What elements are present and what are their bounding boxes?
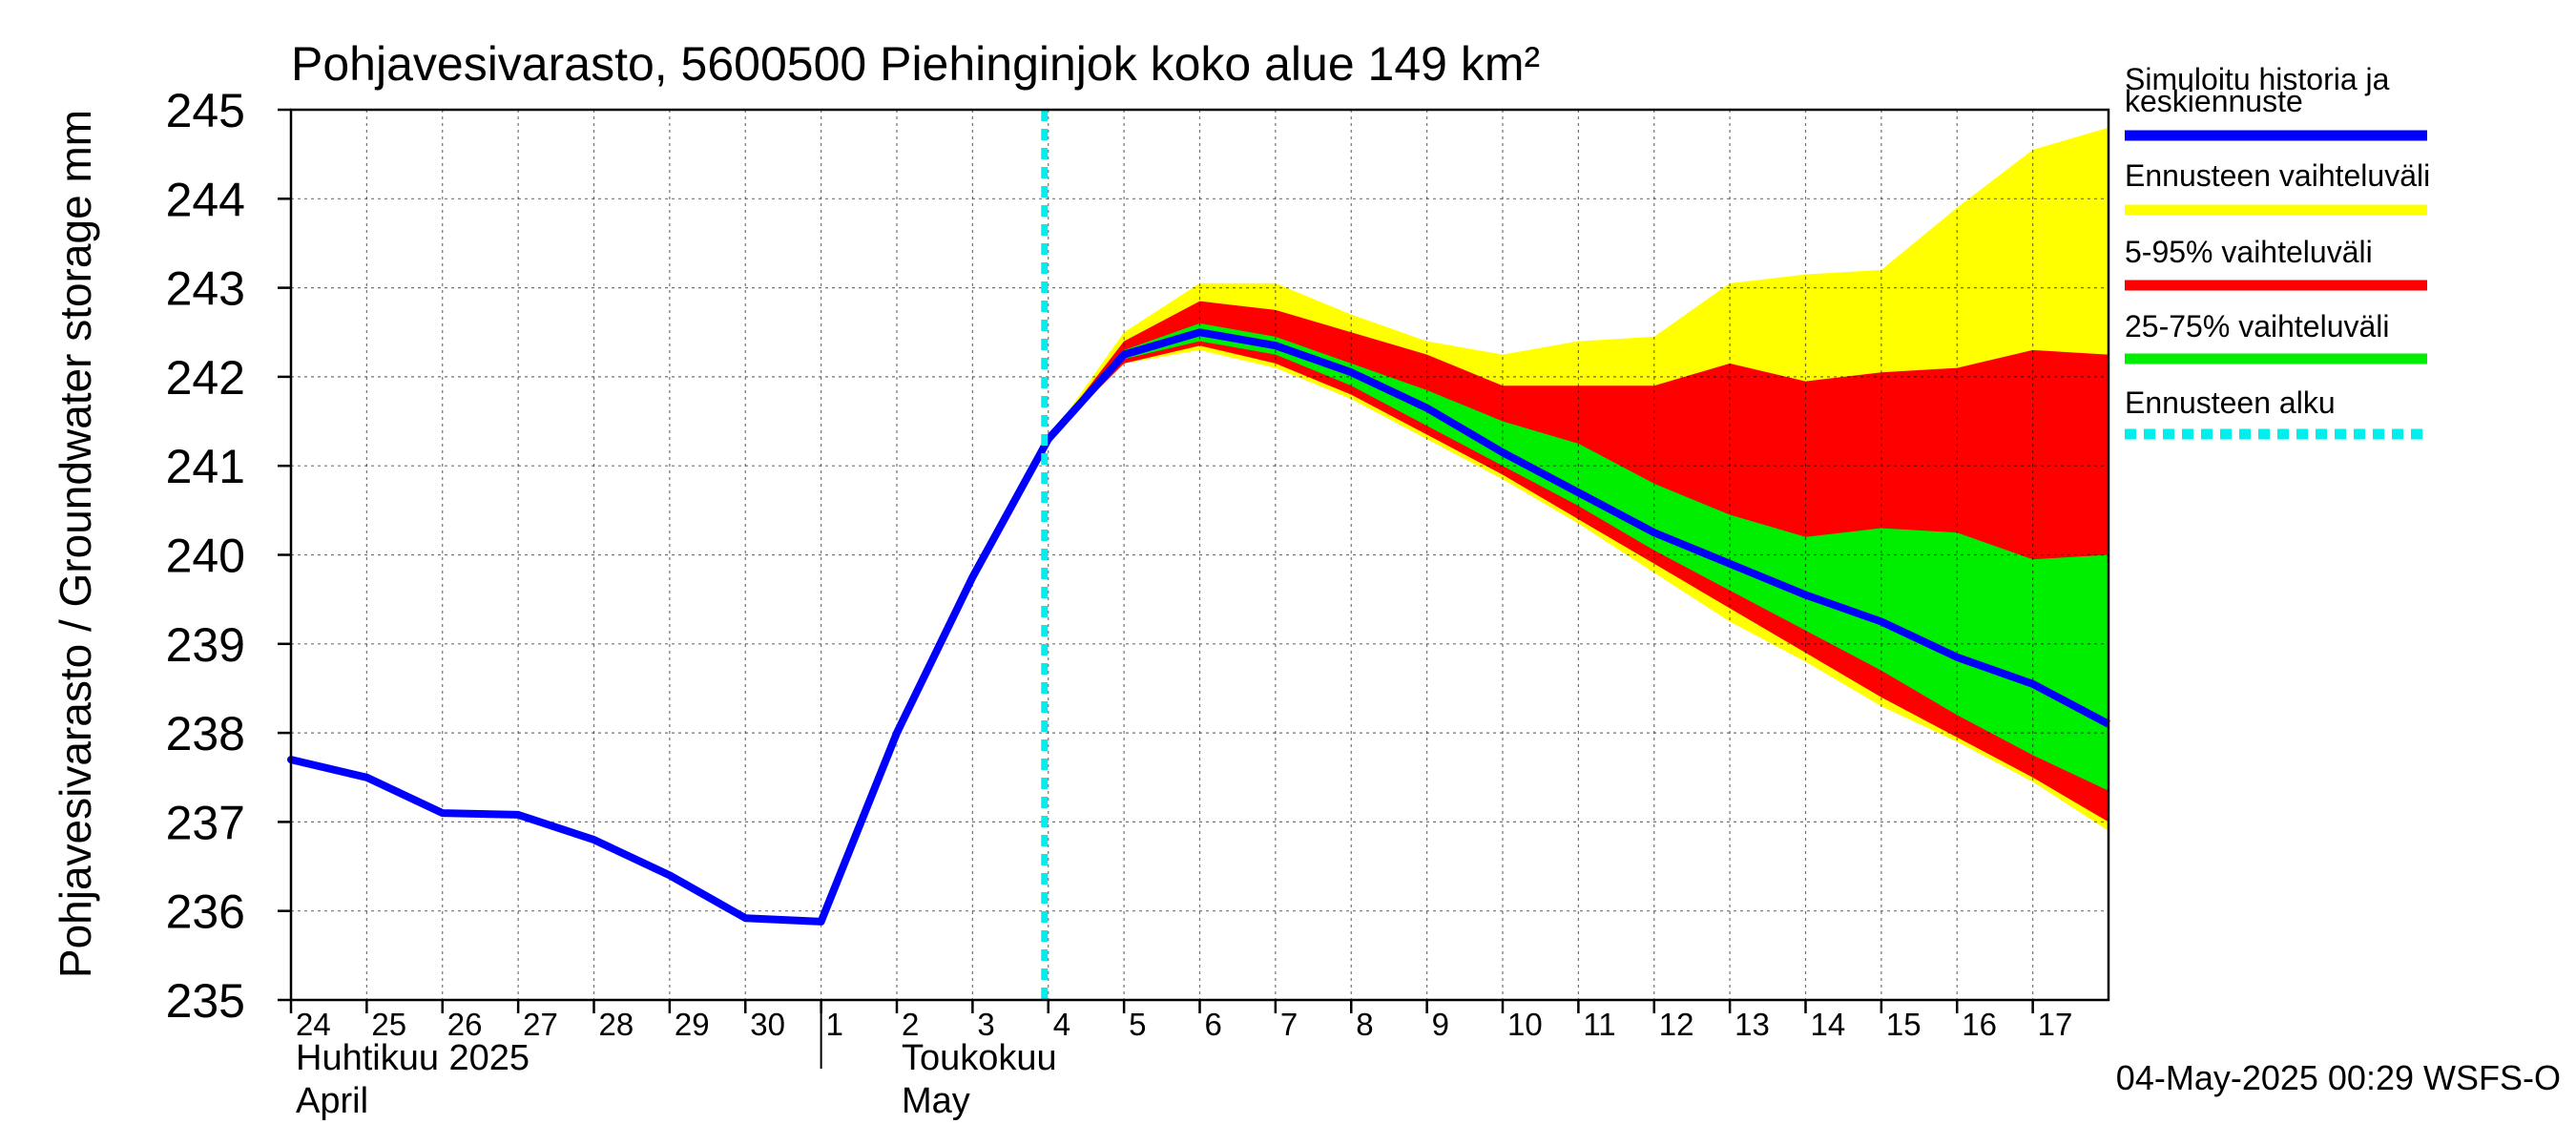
- x-tick-label: 26: [447, 1007, 483, 1042]
- x-tick-label: 25: [371, 1007, 406, 1042]
- history-line: [287, 435, 1052, 926]
- y-axis-label: Pohjavesivarasto / Groundwater storage m…: [51, 110, 100, 978]
- x-tick-label: 4: [1053, 1007, 1070, 1042]
- x-tick-label: 24: [296, 1007, 331, 1042]
- x-tick-label: 27: [523, 1007, 558, 1042]
- y-tick-label: 243: [166, 262, 245, 316]
- legend-label: 25-75% vaihteluväli: [2125, 309, 2390, 344]
- x-tick-label: 3: [977, 1007, 994, 1042]
- x-tick-label: 8: [1356, 1007, 1373, 1042]
- y-tick-label: 237: [166, 796, 245, 849]
- legend-label: 5-95% vaihteluväli: [2125, 235, 2373, 269]
- y-tick-label: 242: [166, 351, 245, 405]
- x-tick-label: 10: [1507, 1007, 1543, 1042]
- x-tick-label: 11: [1583, 1007, 1615, 1042]
- x-tick-label: 9: [1432, 1007, 1449, 1042]
- timestamp-footer: 04-May-2025 00:29 WSFS-O: [2116, 1058, 2561, 1097]
- legend-label: Ennusteen vaihteluväli: [2125, 158, 2430, 193]
- y-tick-label: 235: [166, 974, 245, 1028]
- x-tick-label: 15: [1886, 1007, 1922, 1042]
- month-label-en: May: [902, 1081, 970, 1121]
- x-tick-label: 5: [1129, 1007, 1146, 1042]
- x-tick-label: 29: [675, 1007, 710, 1042]
- band-3: [1048, 323, 2109, 791]
- y-tick-label: 245: [166, 84, 245, 137]
- legend-label: Simuloitu historia ja: [2125, 62, 2390, 96]
- y-tick-label: 236: [166, 885, 245, 939]
- x-tick-label: 13: [1735, 1007, 1770, 1042]
- y-tick-label: 244: [166, 173, 245, 226]
- legend-label: Ennusteen alku: [2125, 385, 2336, 420]
- y-tick-label: 238: [166, 707, 245, 760]
- y-tick-label: 239: [166, 618, 245, 672]
- x-tick-label: 14: [1811, 1007, 1846, 1042]
- y-tick-label: 241: [166, 440, 245, 493]
- chart-title: Pohjavesivarasto, 5600500 Piehinginjok k…: [291, 37, 1540, 91]
- x-tick-label: 12: [1659, 1007, 1694, 1042]
- y-tick-label: 240: [166, 530, 245, 583]
- month-label-fi: Huhtikuu 2025: [296, 1038, 530, 1078]
- x-tick-label: 1: [826, 1007, 843, 1042]
- x-tick-label: 7: [1280, 1007, 1298, 1042]
- x-tick-label: 16: [1962, 1007, 1997, 1042]
- legend-label-line2: keskiennuste: [2125, 84, 2303, 118]
- median-forecast-line: [1045, 328, 2110, 728]
- month-label-fi: Toukokuu: [902, 1038, 1057, 1078]
- x-tick-label: 6: [1205, 1007, 1222, 1042]
- x-tick-label: 2: [902, 1007, 919, 1042]
- x-tick-label: 30: [750, 1007, 785, 1042]
- x-tick-label: 28: [599, 1007, 634, 1042]
- band-2: [1048, 301, 2109, 822]
- month-label-en: April: [296, 1081, 368, 1121]
- x-tick-label: 17: [2038, 1007, 2073, 1042]
